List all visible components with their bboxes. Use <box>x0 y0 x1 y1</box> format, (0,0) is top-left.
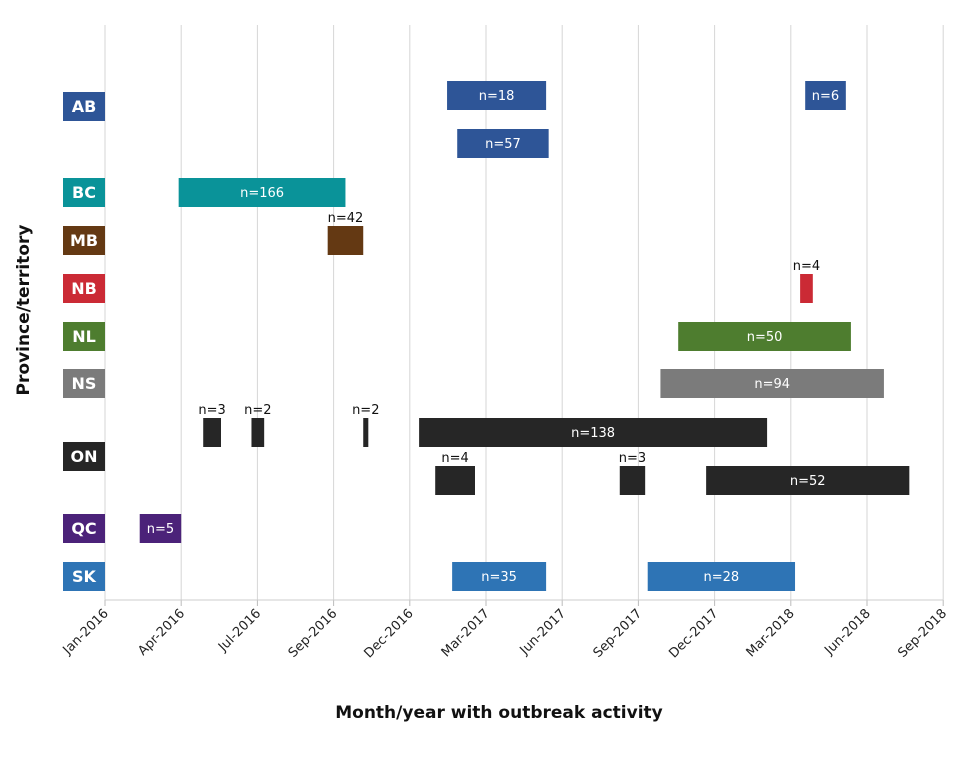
bar-ab <box>457 129 549 158</box>
x-tick-label: Jun-2018 <box>821 606 873 658</box>
bar-label: n=6 <box>812 89 839 104</box>
province-label-nb <box>63 274 105 303</box>
province-code: NS <box>72 374 97 393</box>
province-code: BC <box>72 183 96 202</box>
province-code: SK <box>72 567 97 586</box>
x-tick-label: Jun-2017 <box>517 606 569 658</box>
bar-label: n=138 <box>571 426 615 441</box>
bar-label: n=2 <box>244 403 271 418</box>
province-code: NB <box>71 279 97 298</box>
province-label-ab <box>63 92 105 121</box>
bar-ab <box>805 81 846 110</box>
province-code: ON <box>71 447 98 466</box>
bar-label: n=3 <box>198 403 225 418</box>
bar-label: n=35 <box>481 570 517 585</box>
province-code: NL <box>72 327 96 346</box>
x-tick-label: Dec-2017 <box>666 606 721 661</box>
bar-nl <box>678 322 851 351</box>
x-tick-label: Sep-2018 <box>895 606 950 661</box>
bar-sk <box>452 562 547 591</box>
bar-label: n=18 <box>479 89 515 104</box>
x-tick-label: Mar-2018 <box>744 606 798 660</box>
bar-label: n=57 <box>485 137 521 152</box>
bar-on <box>419 418 768 447</box>
x-tick-label: Jan-2016 <box>60 606 112 658</box>
province-label-sk <box>63 562 105 591</box>
x-tick-label: Sep-2016 <box>286 606 341 661</box>
province-code: AB <box>72 97 97 116</box>
bar-label: n=28 <box>704 570 740 585</box>
gridlines <box>104 25 944 600</box>
bar-qc <box>139 514 182 543</box>
province-label-ns <box>63 369 105 398</box>
bar-label: n=5 <box>147 522 174 537</box>
bar-label: n=166 <box>240 186 284 201</box>
bar-on <box>203 418 221 447</box>
x-tick-label: Jul-2016 <box>215 606 264 655</box>
bar-on <box>251 418 265 447</box>
bar-sk <box>647 562 796 591</box>
bar-ab <box>447 81 547 110</box>
x-tick-label: Dec-2016 <box>362 606 417 661</box>
outbreak-bars: n=18 n=6 n=57 n=166 n=42 n=4 n=50 n=94 n=3 n=2 n=2… <box>139 81 910 591</box>
province-labels: AB BC MB NB NL NS ON QC SK <box>63 92 105 591</box>
province-label-on <box>63 442 105 471</box>
province-label-bc <box>63 178 105 207</box>
province-code: QC <box>71 519 96 538</box>
bar-label: n=42 <box>328 211 364 226</box>
bar-label: n=52 <box>790 474 826 489</box>
y-axis-title: Province/territory <box>14 225 34 396</box>
province-label-qc <box>63 514 105 543</box>
bar-nb <box>800 274 813 303</box>
province-code: MB <box>70 231 98 250</box>
bar-on <box>706 466 910 495</box>
bar-label: n=94 <box>754 377 790 392</box>
bar-on <box>619 466 646 495</box>
bar-label: n=2 <box>352 403 379 418</box>
bar-mb <box>327 226 364 255</box>
x-tick-label: Mar-2017 <box>439 606 493 660</box>
bar-label: n=50 <box>747 330 783 345</box>
bar-label: n=4 <box>793 259 820 274</box>
bar-label: n=3 <box>619 451 646 466</box>
x-tick-label: Sep-2017 <box>591 606 646 661</box>
x-axis-ticks: Jan-2016 Apr-2016 Jul-2016 Sep-2016 Dec-2016… <box>60 599 950 661</box>
bar-bc <box>178 178 346 207</box>
province-label-mb <box>63 226 105 255</box>
bar-ns <box>660 369 884 398</box>
bar-label: n=4 <box>441 451 468 466</box>
province-label-nl <box>63 322 105 351</box>
x-axis-title: Month/year with outbreak activity <box>335 703 663 723</box>
bar-on <box>435 466 475 495</box>
x-tick-label: Apr-2016 <box>135 606 188 659</box>
bar-on <box>363 418 369 447</box>
